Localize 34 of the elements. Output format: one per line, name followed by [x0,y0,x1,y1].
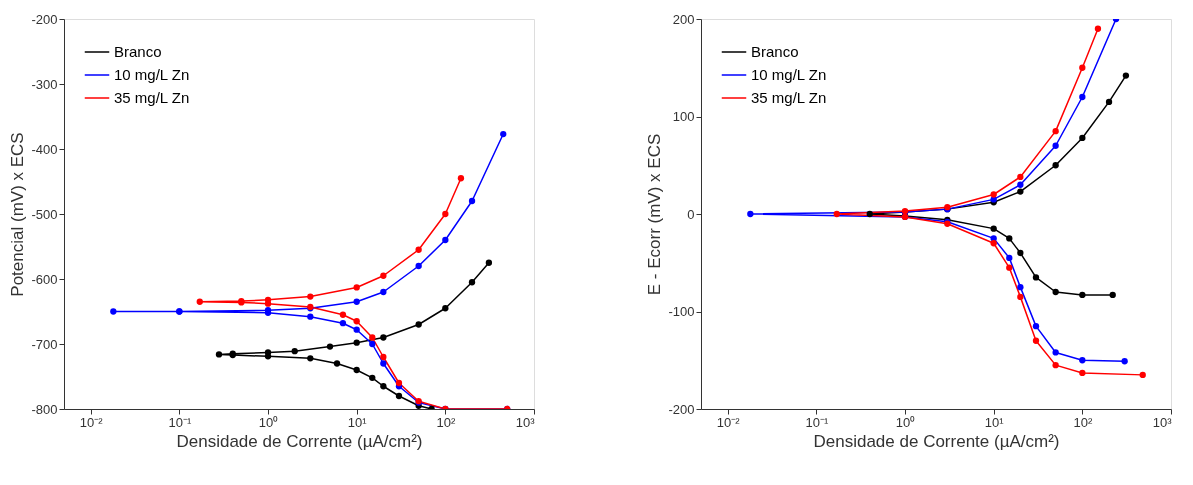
y-tick-label: -200 [31,11,58,27]
x-tick-label: 10¹ [347,414,368,430]
x-tick-label: 10⁰ [895,414,916,430]
legend-label: 10 mg/L Zn [751,66,827,83]
y-tick-label: -300 [31,76,58,92]
y-axis-title: Potencial (mV) x ECS [8,132,28,297]
y-tick-label: -500 [31,206,58,222]
x-tick-label: 10⁻¹ [168,414,192,430]
y-tick-label: -800 [31,401,58,417]
y-tick-label: -100 [668,304,695,319]
y-tick-label: 100 [672,109,695,124]
x-tick-label: 10² [436,414,456,430]
y-axis-title: E - Ecorr (mV) x ECS [645,133,665,296]
x-tick-label: 10³ [1152,414,1173,430]
x-axis-title: Densidade de Corrente (µA/cm²) [176,431,423,451]
y-tick-label: -600 [31,271,58,287]
x-tick-label: 10⁻² [716,414,741,430]
y-tick-label: -400 [31,141,58,157]
x-tick-label: 10¹ [984,414,1005,430]
x-tick-label: 10⁻¹ [805,414,829,430]
y-tick-label: -200 [668,401,695,417]
legend-label: Branco [114,43,162,60]
legend-label: 35 mg/L Zn [114,89,190,106]
x-tick-label: 10³ [515,414,536,430]
y-tick-label: 0 [687,206,695,222]
x-axis-title: Densidade de Corrente (µA/cm²) [813,431,1060,451]
x-tick-label: 10² [1073,414,1093,430]
legend-label: Branco [751,43,799,60]
x-tick-label: 10⁰ [258,414,279,430]
legend-label: 35 mg/L Zn [751,89,827,106]
x-tick-label: 10⁻² [79,414,104,430]
legend-label: 10 mg/L Zn [114,66,190,83]
y-tick-label: 200 [672,11,695,27]
y-tick-label: -700 [31,336,58,352]
